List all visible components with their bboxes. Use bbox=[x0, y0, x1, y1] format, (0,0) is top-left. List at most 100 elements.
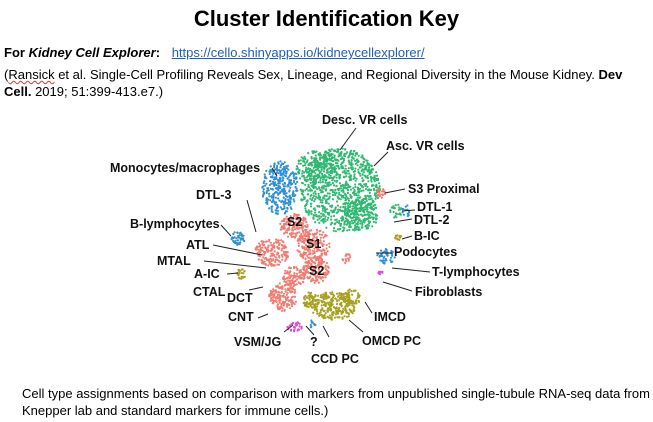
cluster-point-green bbox=[304, 207, 307, 210]
cluster-point-green bbox=[357, 194, 360, 197]
cluster-point-olive bbox=[316, 305, 319, 308]
cluster-point-salmon bbox=[318, 263, 321, 266]
cluster-point-green bbox=[356, 212, 359, 215]
cluster-point-green bbox=[307, 183, 310, 186]
cluster-point-salmon bbox=[299, 235, 302, 238]
cluster-point-blue bbox=[236, 243, 239, 246]
cluster-point-blue bbox=[277, 162, 280, 165]
cluster-point-green bbox=[322, 163, 325, 166]
cluster-point-olive bbox=[326, 310, 329, 313]
cluster-point-salmon bbox=[288, 218, 291, 221]
cluster-point-salmon bbox=[292, 295, 295, 298]
cluster-point-green bbox=[323, 217, 326, 221]
cluster-point-green bbox=[355, 222, 358, 225]
cluster-point-green bbox=[341, 196, 344, 199]
cluster-point-blue bbox=[284, 189, 287, 193]
cluster-point-green bbox=[332, 166, 335, 170]
cluster-point-salmon bbox=[315, 250, 318, 253]
cluster-point-green bbox=[314, 198, 317, 201]
cluster-point-salmon bbox=[271, 246, 274, 249]
cluster-point-green bbox=[361, 173, 364, 176]
cluster-point-green bbox=[347, 199, 351, 202]
label-atl: ATL bbox=[186, 238, 210, 252]
cluster-point-salmon bbox=[300, 233, 303, 236]
cluster-point-blue bbox=[278, 199, 281, 202]
cluster-point-green bbox=[304, 189, 307, 192]
cluster-point-green bbox=[338, 191, 341, 194]
cluster-point-salmon bbox=[294, 221, 297, 224]
cluster-point-green bbox=[313, 161, 316, 164]
cluster-point-salmon bbox=[322, 276, 325, 279]
cluster-point-salmon bbox=[272, 259, 275, 262]
cluster-point-salmon bbox=[285, 255, 288, 259]
cluster-point-salmon bbox=[282, 224, 286, 227]
cluster-point-green bbox=[308, 186, 311, 189]
cluster-point-salmon bbox=[291, 277, 294, 280]
cluster-point-green bbox=[338, 152, 341, 155]
cluster-point-olive bbox=[335, 309, 338, 312]
label-ccd-pc: CCD PC bbox=[311, 352, 359, 366]
cluster-point-green bbox=[325, 171, 328, 174]
cluster-point-green bbox=[314, 190, 317, 193]
cluster-point-green bbox=[367, 180, 370, 183]
label-s3-proximal: S3 Proximal bbox=[408, 182, 480, 196]
cluster-point-salmon bbox=[259, 248, 262, 251]
cluster-point-salmon bbox=[290, 283, 293, 286]
cluster-point-salmon bbox=[278, 301, 281, 304]
cluster-point-green bbox=[296, 167, 299, 170]
cluster-point-green bbox=[326, 160, 329, 163]
cluster-point-salmon bbox=[255, 245, 259, 248]
cluster-point-green bbox=[320, 168, 323, 171]
cluster-point-green bbox=[303, 177, 306, 180]
cluster-point-olive bbox=[324, 316, 327, 319]
cluster-point-salmon bbox=[297, 213, 300, 216]
cluster-point-green bbox=[329, 183, 332, 186]
cluster-point-olive bbox=[238, 269, 241, 272]
cluster-point-salmon bbox=[275, 285, 278, 288]
cluster-point-green bbox=[372, 200, 375, 203]
cluster-point-salmon bbox=[280, 291, 283, 294]
cluster-point-green bbox=[363, 211, 366, 214]
cluster-point-green bbox=[327, 176, 330, 179]
cluster-point-blue bbox=[289, 172, 293, 175]
app-url-link[interactable]: https://cello.shinyapps.io/kidneycellexp… bbox=[171, 45, 425, 60]
cluster-point-green bbox=[321, 178, 325, 181]
cluster-point-salmon bbox=[311, 279, 315, 282]
cluster-point-green bbox=[310, 174, 313, 177]
cluster-point-green bbox=[314, 172, 317, 175]
cluster-point-green bbox=[367, 168, 370, 171]
cluster-point-blue bbox=[282, 185, 285, 188]
cluster-point-green bbox=[350, 159, 353, 162]
cluster-point-green bbox=[301, 198, 305, 201]
cluster-point-blue bbox=[278, 176, 281, 179]
cluster-point-salmon bbox=[318, 233, 321, 236]
cluster-point-green bbox=[348, 225, 351, 228]
cluster-point-salmon bbox=[294, 280, 297, 283]
cluster-point-green bbox=[316, 196, 319, 199]
cluster-point-olive bbox=[350, 309, 353, 312]
cluster-point-green bbox=[358, 172, 361, 175]
cluster-point-blue bbox=[264, 175, 267, 178]
cluster-point-green bbox=[350, 219, 353, 222]
cluster-point-salmon bbox=[317, 268, 320, 271]
cluster-point-salmon bbox=[270, 293, 273, 296]
cluster-point-blue bbox=[265, 169, 268, 172]
cluster-point-salmon bbox=[295, 234, 298, 237]
cluster-point-blue bbox=[233, 231, 236, 234]
cluster-point-green bbox=[355, 193, 358, 197]
cluster-point-blue bbox=[235, 237, 238, 240]
cluster-point-salmon bbox=[312, 261, 316, 264]
cluster-point-green bbox=[341, 171, 344, 174]
cluster-point-magenta bbox=[296, 329, 299, 332]
cluster-point-olive bbox=[346, 305, 349, 308]
cluster-point-salmon bbox=[310, 241, 313, 244]
cluster-point-green bbox=[320, 189, 323, 192]
cluster-point-olive bbox=[336, 300, 339, 303]
cluster-point-salmon bbox=[256, 251, 259, 254]
cluster-point-blue bbox=[284, 202, 287, 205]
cluster-point-green bbox=[349, 205, 352, 208]
cluster-point-salmon bbox=[313, 233, 316, 236]
cluster-point-green bbox=[348, 162, 351, 166]
cluster-point-green bbox=[331, 156, 334, 159]
